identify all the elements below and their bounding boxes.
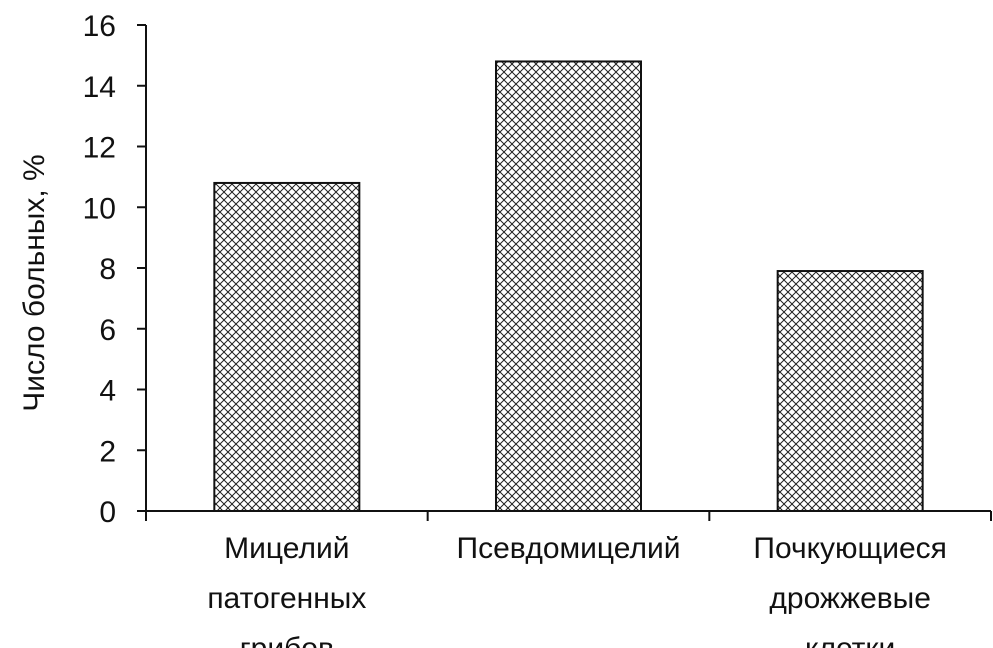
y-tick-label: 4	[99, 375, 116, 408]
x-category-label: патогенных	[207, 582, 366, 615]
x-labels: Мицелий патогенных грибов Псевдомицелий Почк…	[145, 511, 992, 648]
x-category-label: Почкующиеся	[753, 532, 947, 565]
bars	[213, 60, 924, 512]
y-tick-label: 2	[99, 435, 116, 468]
x-category-label: Мицелий	[224, 532, 349, 565]
x-category-label: клетки	[805, 632, 895, 648]
y-ticks: 0 2 4 6 8 10 12 14 16	[83, 10, 146, 529]
y-tick-label: 10	[83, 192, 116, 225]
bar	[495, 60, 642, 512]
y-tick-label: 12	[83, 132, 116, 165]
x-category-label: грибов	[240, 632, 334, 648]
bar	[776, 270, 924, 512]
y-axis-title: Число больных, %	[18, 154, 51, 411]
y-tick-label: 8	[99, 253, 116, 286]
x-category-label: дрожжевые	[769, 582, 931, 615]
y-tick-label: 16	[83, 10, 116, 43]
y-tick-label: 14	[83, 71, 116, 104]
bar	[213, 181, 361, 512]
y-tick-label: 6	[99, 314, 116, 347]
y-tick-label: 0	[99, 496, 116, 529]
x-category-label: Псевдомицелий	[457, 532, 681, 565]
